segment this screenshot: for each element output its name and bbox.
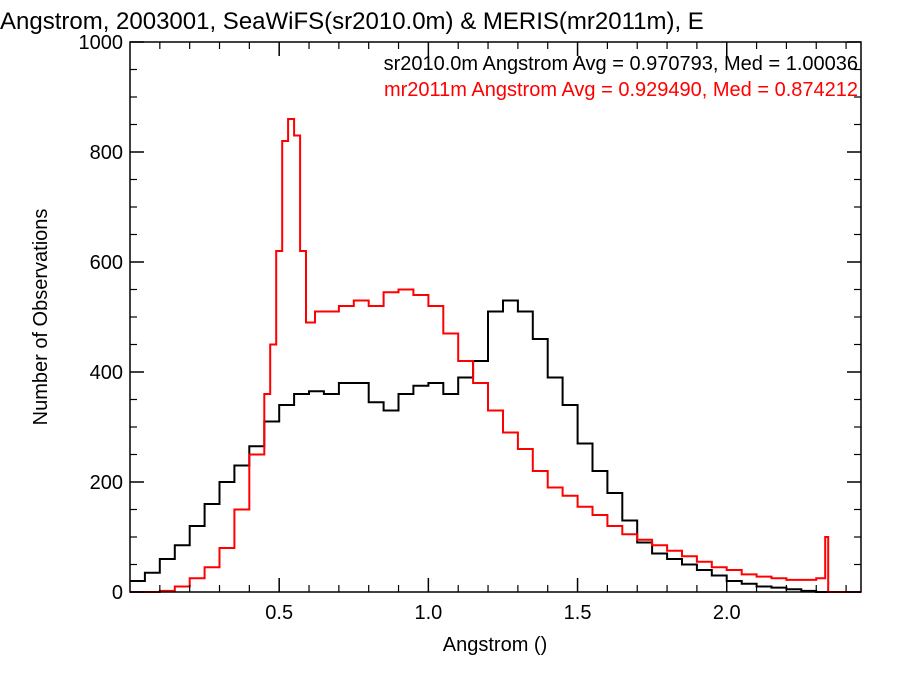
chart-title: Angstrom, 2003001, SeaWiFS(sr2010.0m) & … (0, 8, 704, 35)
ticks-layer: 0.5 1.0 1.5 2.0 0 200 400 600 800 1000 (79, 32, 861, 624)
y-tick-label: 0 (112, 582, 123, 604)
x-tick-label: 1.5 (564, 602, 592, 624)
x-tick-label: 1.0 (414, 602, 442, 624)
y-axis-label: Number of Observations (30, 209, 52, 426)
y-tick-label: 800 (90, 142, 123, 164)
series-layer (130, 118, 861, 593)
legend-entry-mr2011: mr2011m Angstrom Avg = 0.929490, Med = 0… (384, 79, 858, 101)
y-tick-label: 1000 (79, 32, 124, 54)
x-tick-label: 0.5 (265, 602, 293, 624)
legend-entry-sr2010: sr2010.0m Angstrom Avg = 0.970793, Med =… (384, 53, 858, 75)
series-line-sr2010.0m (130, 299, 861, 593)
x-tick-label: 2.0 (713, 602, 741, 624)
x-axis-label: Angstrom () (443, 634, 547, 656)
y-tick-label: 400 (90, 362, 123, 384)
y-tick-label: 600 (90, 252, 123, 274)
series-line-mr2011m (130, 118, 861, 593)
y-tick-label: 200 (90, 472, 123, 494)
